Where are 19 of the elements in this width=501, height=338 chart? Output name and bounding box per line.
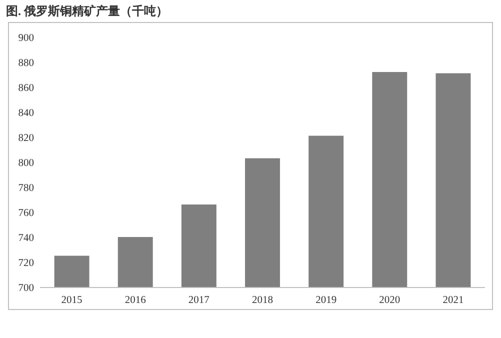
x-tick-label: 2017 [188,295,210,306]
y-tick-label: 880 [18,58,34,69]
x-tick-label: 2016 [124,295,146,306]
y-tick-label: 740 [18,233,34,244]
y-tick-label: 840 [18,108,34,119]
x-tick-label: 2020 [379,295,400,306]
x-tick-label: 2021 [442,295,464,306]
x-tick-label: 2018 [252,295,273,306]
x-tick-label: 2019 [316,295,337,306]
y-tick-label: 760 [18,208,34,219]
y-tick-label: 820 [18,133,34,144]
chart-title: 图. 俄罗斯铜精矿产量（千吨） [6,4,168,18]
y-tick-label: 860 [18,83,34,94]
y-tick-label: 800 [18,158,34,169]
x-tick-label: 2015 [61,295,82,306]
y-tick-label: 720 [18,258,34,269]
y-tick-label: 700 [18,283,34,294]
y-tick-label: 780 [18,183,34,194]
y-tick-label: 900 [18,33,34,44]
